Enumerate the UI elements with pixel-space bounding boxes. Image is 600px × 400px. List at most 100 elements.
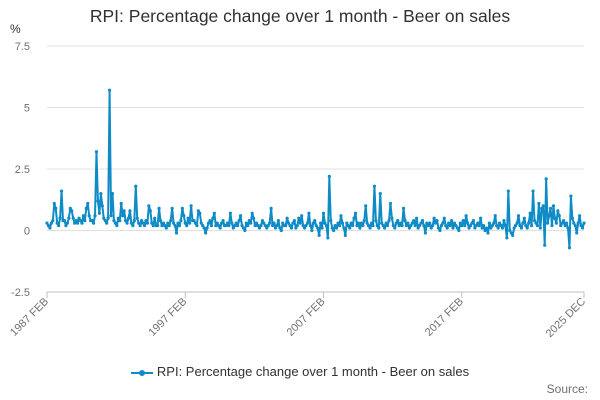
- data-point[interactable]: [444, 223, 448, 228]
- data-point[interactable]: [346, 223, 350, 228]
- data-point[interactable]: [304, 223, 308, 228]
- data-point[interactable]: [492, 221, 496, 225]
- data-point[interactable]: [534, 221, 538, 225]
- data-point[interactable]: [397, 223, 401, 228]
- data-point[interactable]: [415, 216, 419, 220]
- data-point[interactable]: [186, 216, 190, 220]
- data-point[interactable]: [298, 221, 302, 225]
- data-point[interactable]: [142, 223, 147, 228]
- data-point[interactable]: [553, 216, 557, 220]
- data-point[interactable]: [372, 184, 377, 188]
- data-point[interactable]: [582, 221, 586, 225]
- data-point[interactable]: [454, 223, 458, 228]
- data-point[interactable]: [166, 221, 170, 225]
- data-point[interactable]: [262, 221, 266, 225]
- data-point[interactable]: [183, 221, 187, 225]
- data-point[interactable]: [266, 223, 270, 228]
- data-point[interactable]: [342, 226, 346, 230]
- data-point[interactable]: [329, 219, 333, 223]
- data-point[interactable]: [452, 221, 457, 225]
- data-point[interactable]: [435, 219, 439, 223]
- data-point[interactable]: [525, 226, 529, 230]
- data-point[interactable]: [396, 219, 400, 223]
- data-point[interactable]: [116, 216, 120, 220]
- data-point[interactable]: [531, 189, 535, 193]
- data-point[interactable]: [94, 150, 99, 154]
- data-point[interactable]: [241, 226, 246, 230]
- data-point[interactable]: [71, 216, 75, 220]
- data-point[interactable]: [326, 236, 330, 240]
- data-point[interactable]: [548, 206, 553, 210]
- data-point[interactable]: [490, 223, 494, 228]
- data-point[interactable]: [368, 226, 372, 230]
- data-point[interactable]: [460, 223, 464, 228]
- data-point[interactable]: [253, 223, 257, 228]
- data-point[interactable]: [204, 231, 208, 235]
- data-point[interactable]: [228, 211, 232, 215]
- data-point[interactable]: [214, 223, 218, 228]
- data-point[interactable]: [193, 221, 198, 225]
- data-point[interactable]: [351, 223, 355, 228]
- data-point[interactable]: [77, 216, 81, 220]
- data-point[interactable]: [292, 219, 296, 223]
- data-point[interactable]: [249, 221, 253, 225]
- data-point[interactable]: [474, 223, 478, 228]
- data-point[interactable]: [224, 223, 228, 228]
- data-point[interactable]: [518, 223, 522, 228]
- data-point[interactable]: [139, 219, 144, 223]
- data-point[interactable]: [156, 223, 160, 228]
- data-point[interactable]: [335, 226, 339, 230]
- data-point[interactable]: [113, 221, 117, 225]
- data-point[interactable]: [217, 223, 221, 228]
- data-point[interactable]: [112, 219, 116, 223]
- data-point[interactable]: [86, 201, 90, 206]
- data-point[interactable]: [147, 204, 151, 208]
- data-point[interactable]: [455, 226, 459, 230]
- data-point[interactable]: [198, 211, 202, 215]
- data-point[interactable]: [286, 221, 291, 225]
- data-point[interactable]: [45, 221, 49, 225]
- data-point[interactable]: [343, 233, 347, 238]
- data-point[interactable]: [148, 209, 152, 213]
- data-point[interactable]: [192, 219, 196, 223]
- data-point[interactable]: [420, 219, 425, 223]
- data-point[interactable]: [532, 219, 537, 223]
- data-point[interactable]: [64, 223, 68, 228]
- data-point[interactable]: [550, 223, 554, 228]
- data-point[interactable]: [126, 216, 131, 220]
- data-point[interactable]: [307, 211, 311, 215]
- data-point[interactable]: [580, 226, 585, 230]
- data-point[interactable]: [58, 216, 62, 220]
- data-point[interactable]: [560, 221, 564, 225]
- data-point[interactable]: [132, 219, 136, 223]
- data-point[interactable]: [215, 221, 219, 225]
- data-point[interactable]: [260, 219, 264, 223]
- data-point[interactable]: [451, 226, 455, 230]
- data-point[interactable]: [122, 209, 126, 213]
- data-point[interactable]: [559, 223, 563, 228]
- data-point[interactable]: [176, 221, 180, 225]
- data-point[interactable]: [188, 221, 192, 225]
- data-point[interactable]: [336, 221, 340, 225]
- data-point[interactable]: [324, 223, 329, 228]
- data-point[interactable]: [80, 221, 84, 225]
- data-point[interactable]: [477, 223, 481, 228]
- data-point[interactable]: [547, 214, 551, 218]
- data-point[interactable]: [515, 221, 519, 225]
- data-point[interactable]: [250, 211, 254, 215]
- data-point[interactable]: [543, 243, 547, 247]
- data-point[interactable]: [164, 226, 168, 230]
- data-point[interactable]: [201, 223, 205, 228]
- data-point[interactable]: [90, 219, 94, 223]
- data-point[interactable]: [390, 216, 394, 220]
- data-point[interactable]: [567, 246, 572, 250]
- data-point[interactable]: [323, 221, 327, 225]
- data-point[interactable]: [358, 226, 362, 230]
- data-point[interactable]: [508, 228, 512, 233]
- data-point[interactable]: [406, 221, 410, 225]
- data-point[interactable]: [67, 216, 71, 220]
- data-point[interactable]: [465, 221, 470, 225]
- data-point[interactable]: [118, 219, 122, 223]
- data-point[interactable]: [433, 221, 438, 225]
